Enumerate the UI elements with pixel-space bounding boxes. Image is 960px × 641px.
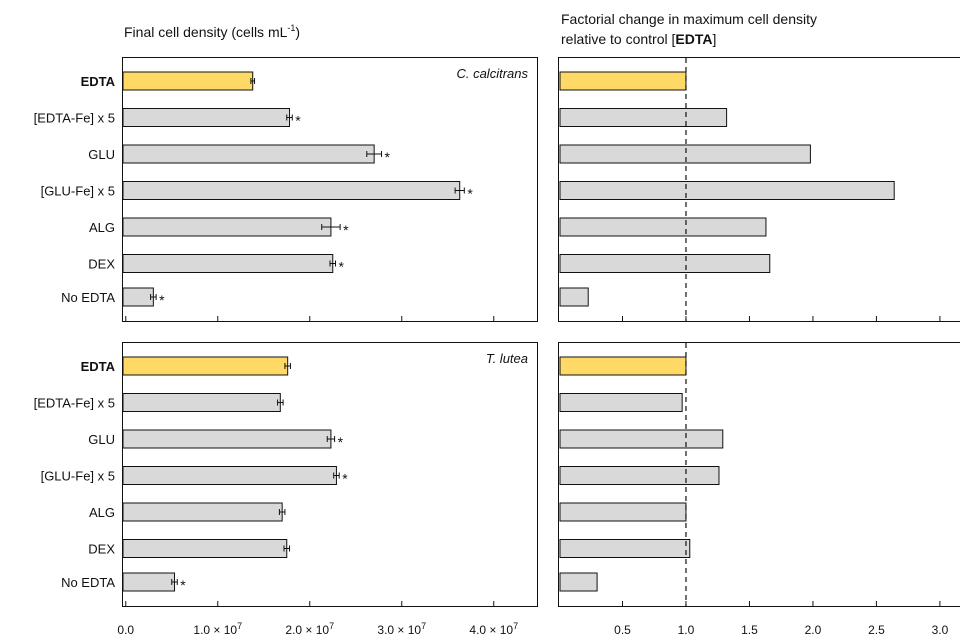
significance-star-2-2: * [338, 434, 344, 450]
panel-frame-top-right [558, 57, 960, 322]
error-bar-2-6 [171, 579, 178, 585]
x-tick-label-left-2: 2.0 × 107 [285, 621, 334, 637]
species-label-bottom: T. lutea [486, 351, 528, 366]
right-header-line2: relative to control [EDTA] [561, 31, 716, 47]
category-label-0-3: [GLU-Fe] x 5 [41, 184, 115, 199]
significance-star-0-2: * [385, 149, 391, 165]
significance-star-2-3: * [342, 471, 348, 487]
species-label-top: C. calcitrans [456, 66, 528, 81]
significance-star-2-6: * [180, 577, 186, 593]
bar-0-5 [122, 254, 334, 273]
category-label-0-5: DEX [88, 257, 115, 272]
error-bar-0-2 [366, 151, 383, 157]
right-header-line1: Factorial change in maximum cell density [561, 11, 817, 27]
bar-2-0 [122, 356, 289, 376]
bar-2-1 [122, 393, 281, 412]
category-label-2-6: No EDTA [61, 575, 115, 590]
bar-0-6 [122, 287, 154, 307]
bar-3-5 [559, 539, 691, 558]
error-bar-2-2 [326, 436, 336, 442]
bar-3-2 [559, 429, 724, 449]
significance-star-0-6: * [159, 292, 165, 308]
category-label-2-5: DEX [88, 542, 115, 557]
error-bar-2-4 [278, 509, 286, 515]
bar-0-2 [122, 144, 375, 164]
bar-0-0 [122, 71, 254, 91]
bar-2-4 [122, 502, 283, 522]
category-label-0-4: ALG [89, 220, 115, 235]
x-tick-label-left-4: 4.0 × 107 [469, 621, 518, 637]
category-label-2-0: EDTA [81, 359, 116, 374]
bar-3-0 [559, 356, 687, 376]
x-tick-label-right-5: 3.0 [932, 623, 949, 637]
bar-2-6 [122, 572, 176, 592]
category-label-2-1: [EDTA-Fe] x 5 [34, 396, 115, 411]
x-tick-label-right-2: 1.5 [741, 623, 758, 637]
category-label-2-3: [GLU-Fe] x 5 [41, 469, 115, 484]
left-header: Final cell density (cells mL-1) [124, 23, 300, 40]
error-bar-0-4 [321, 224, 341, 230]
bar-3-1 [559, 393, 683, 412]
error-bar-2-3 [333, 472, 340, 479]
category-label-0-6: No EDTA [61, 290, 115, 305]
bar-2-2 [122, 429, 332, 449]
bar-1-0 [559, 71, 687, 91]
bar-0-1 [122, 108, 291, 127]
error-bar-2-5 [283, 545, 291, 552]
x-tick-label-left-3: 3.0 × 107 [377, 621, 426, 637]
bar-3-3 [559, 466, 720, 485]
bar-1-5 [559, 254, 771, 273]
category-label-0-1: [EDTA-Fe] x 5 [34, 111, 115, 126]
bar-1-1 [559, 108, 728, 127]
error-bar-2-0 [284, 363, 291, 369]
category-label-0-2: GLU [88, 147, 115, 162]
error-bar-0-5 [329, 260, 337, 267]
bar-0-3 [122, 181, 461, 200]
error-bar-0-0 [250, 78, 256, 84]
category-label-2-2: GLU [88, 432, 115, 447]
error-bar-0-3 [454, 187, 465, 194]
bar-1-2 [559, 144, 811, 164]
bar-0-4 [122, 217, 332, 237]
category-label-0-0: EDTA [81, 74, 116, 89]
category-label-2-4: ALG [89, 505, 115, 520]
x-tick-label-left-0: 0.0 [117, 623, 134, 637]
panel-frame-bottom-right [558, 342, 960, 607]
x-tick-label-right-1: 1.0 [678, 623, 695, 637]
bar-3-6 [559, 572, 598, 592]
x-tick-label-right-0: 0.5 [614, 623, 631, 637]
significance-star-0-1: * [295, 113, 301, 129]
significance-star-0-4: * [343, 222, 349, 238]
bar-1-4 [559, 217, 767, 237]
error-bar-0-6 [150, 294, 157, 300]
x-tick-label-right-3: 2.0 [805, 623, 822, 637]
significance-star-0-5: * [339, 259, 345, 275]
bar-1-3 [559, 181, 895, 200]
error-bar-2-1 [277, 399, 284, 406]
x-tick-label-right-4: 2.5 [868, 623, 885, 637]
bar-2-3 [122, 466, 337, 485]
bar-3-4 [559, 502, 687, 522]
bar-1-6 [559, 287, 589, 307]
bar-2-5 [122, 539, 288, 558]
x-tick-label-left-1: 1.0 × 107 [193, 621, 242, 637]
error-bar-0-1 [286, 114, 293, 121]
significance-star-0-3: * [467, 186, 473, 202]
